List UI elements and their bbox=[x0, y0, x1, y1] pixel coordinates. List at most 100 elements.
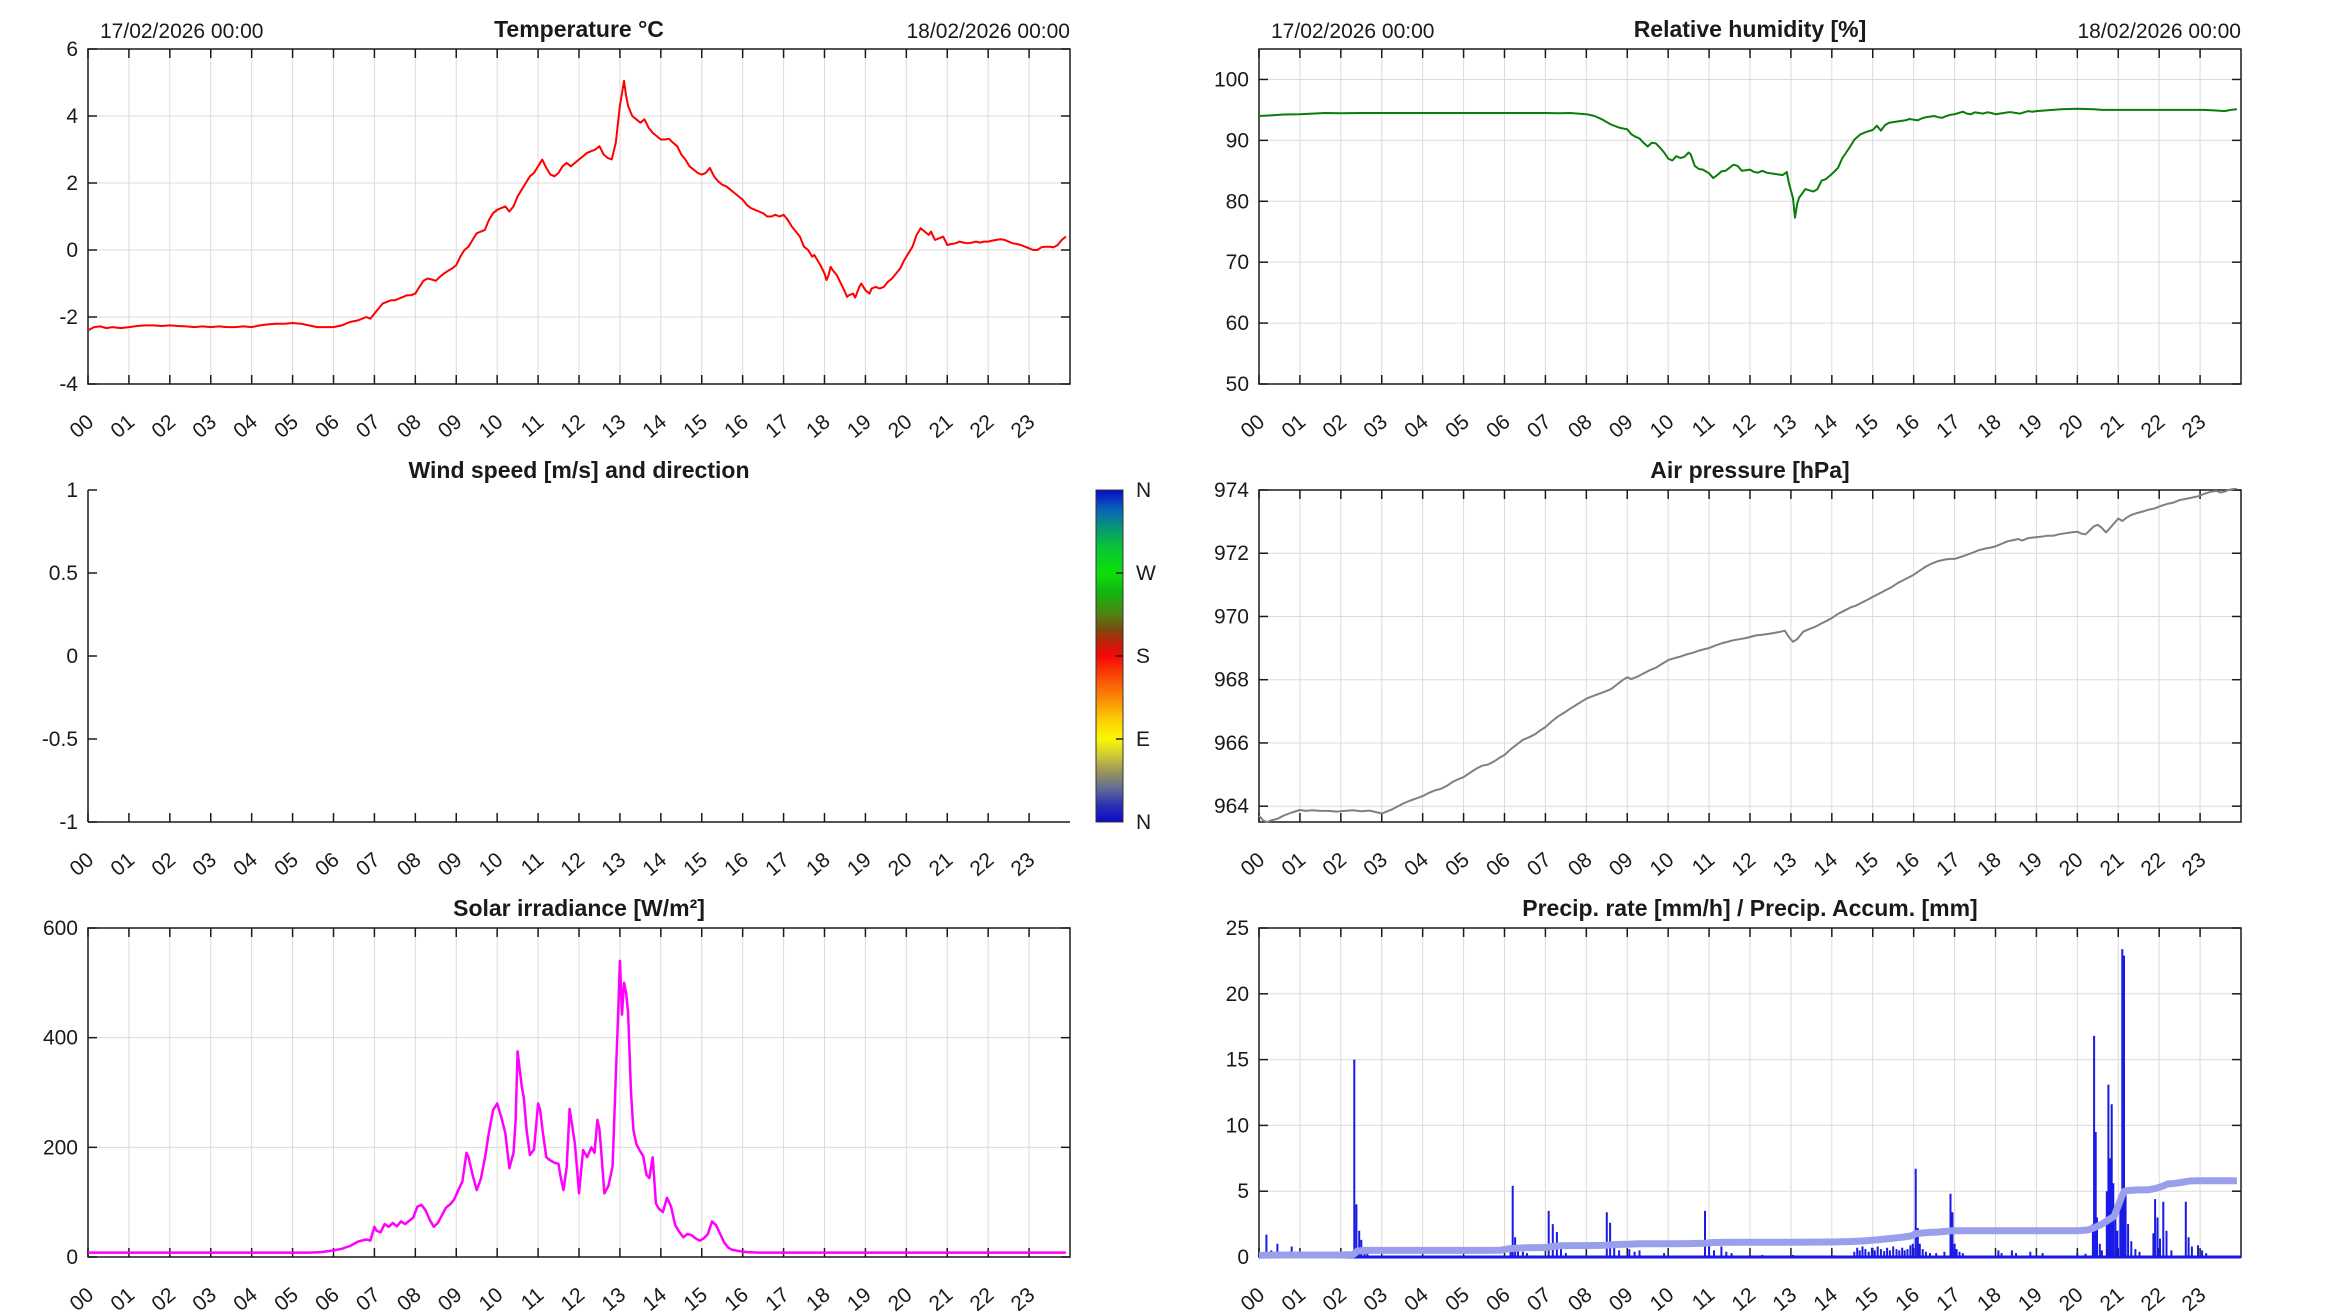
x-tick-label: 02 bbox=[147, 1283, 180, 1313]
y-tick-label: 0 bbox=[66, 645, 78, 668]
x-tick-label: 11 bbox=[1688, 410, 1719, 440]
y-axis-labels: 0 5 10 15 20 25 bbox=[1226, 917, 1249, 1269]
x-tick-label: 11 bbox=[1688, 1283, 1719, 1313]
series-group bbox=[1258, 949, 2241, 1259]
x-tick-label: 23 bbox=[2178, 410, 2211, 440]
x-tick-label: 18 bbox=[802, 410, 835, 440]
x-tick-label: 03 bbox=[188, 848, 221, 877]
y-tick-label: 80 bbox=[1226, 190, 1249, 213]
x-tick-label: 03 bbox=[1359, 1283, 1392, 1313]
x-tick-label: 10 bbox=[1646, 410, 1679, 440]
x-tick-label: 18 bbox=[1973, 848, 2006, 877]
x-tick-label: 04 bbox=[229, 848, 262, 877]
y-tick-label: 25 bbox=[1226, 917, 1249, 940]
x-tick-label: 19 bbox=[843, 848, 876, 877]
x-tick-label: 22 bbox=[2137, 410, 2170, 440]
x-axis-labels: 00 01 02 03 04 05 06 07 08 09 10 11 12 13 14 15 16 17 18 19… bbox=[66, 1283, 1040, 1313]
y-tick-label: 2 bbox=[66, 172, 78, 195]
plot-grid bbox=[88, 49, 1070, 384]
y-axis-labels: -4 -2 0 2 4 6 bbox=[59, 38, 78, 396]
series-group bbox=[87, 79, 1067, 332]
x-axis-labels: 00 01 02 03 04 05 06 07 08 09 10 11 12 13 14 15 16 17 18 19… bbox=[1237, 848, 2211, 877]
x-tick-label: 15 bbox=[679, 1283, 712, 1313]
x-tick-label: 12 bbox=[557, 1283, 590, 1313]
x-tick-label: 23 bbox=[2178, 848, 2211, 877]
x-tick-label: 10 bbox=[475, 1283, 508, 1313]
chart-title: Air pressure [hPa] bbox=[1650, 457, 1849, 483]
x-tick-label: 06 bbox=[1482, 1283, 1515, 1313]
x-tick-label: 00 bbox=[1237, 848, 1270, 877]
x-tick-label: 00 bbox=[1237, 1283, 1270, 1313]
axis-ticks bbox=[87, 927, 1070, 1258]
panel-air-pressure: 00 01 02 03 04 05 06 07 08 09 10 11 12 13 14 15 16 17 18 19… bbox=[1166, 440, 2333, 877]
x-tick-label: 06 bbox=[311, 1283, 344, 1313]
plot-grid bbox=[1259, 490, 2241, 822]
y-tick-label: 966 bbox=[1214, 732, 1249, 755]
plot-grid bbox=[1259, 928, 2241, 1257]
x-tick-label: 11 bbox=[517, 848, 548, 877]
x-axis-labels: 00 01 02 03 04 05 06 07 08 09 10 11 12 13 14 15 16 17 18 19… bbox=[66, 410, 1040, 440]
y-tick-label: 968 bbox=[1214, 669, 1249, 692]
plot-frame bbox=[87, 490, 1070, 823]
x-tick-label: 05 bbox=[270, 848, 303, 877]
x-tick-label: 17 bbox=[761, 1283, 794, 1313]
date-label-right: 18/02/2026 00:00 bbox=[907, 20, 1071, 43]
x-tick-label: 20 bbox=[884, 1283, 917, 1313]
x-tick-label: 12 bbox=[1728, 848, 1761, 877]
x-tick-label: 13 bbox=[1768, 410, 1801, 440]
colorbar-label: S bbox=[1136, 645, 1150, 668]
y-tick-label: 200 bbox=[43, 1136, 78, 1159]
y-tick-label: 15 bbox=[1226, 1049, 1249, 1072]
x-tick-label: 15 bbox=[679, 848, 712, 877]
x-tick-label: 14 bbox=[1809, 1283, 1842, 1313]
x-tick-label: 10 bbox=[1646, 1283, 1679, 1313]
axis-ticks bbox=[87, 48, 1070, 385]
colorbar-label: E bbox=[1136, 728, 1150, 751]
x-axis-labels: 00 01 02 03 04 05 06 07 08 09 10 11 12 13 14 15 16 17 18 19… bbox=[1237, 410, 2211, 440]
x-tick-label: 22 bbox=[966, 848, 999, 877]
x-tick-label: 07 bbox=[352, 848, 385, 877]
x-tick-label: 13 bbox=[597, 1283, 630, 1313]
x-tick-label: 12 bbox=[557, 410, 590, 440]
x-tick-label: 17 bbox=[761, 848, 794, 877]
x-tick-label: 04 bbox=[1400, 410, 1433, 440]
x-tick-label: 00 bbox=[66, 1283, 99, 1313]
y-tick-label: 0 bbox=[66, 1246, 78, 1269]
series-relative-humidity bbox=[1258, 107, 2237, 219]
y-axis-labels: 0 200 400 600 bbox=[43, 917, 78, 1269]
wind-speed-direction-chart: 00 01 02 03 04 05 06 07 08 09 10 11 12 13 14 15 16 17 18 19… bbox=[42, 457, 1156, 877]
y-tick-label: 0 bbox=[1237, 1246, 1249, 1269]
x-tick-label: 07 bbox=[1523, 410, 1556, 440]
x-tick-label: 20 bbox=[884, 410, 917, 440]
x-tick-label: 01 bbox=[106, 1283, 139, 1313]
x-tick-label: 15 bbox=[1850, 1283, 1883, 1313]
x-tick-label: 08 bbox=[1564, 1283, 1597, 1313]
x-tick-label: 10 bbox=[1646, 848, 1679, 877]
x-tick-label: 05 bbox=[270, 410, 303, 440]
x-tick-label: 22 bbox=[2137, 1283, 2170, 1313]
y-tick-label: 100 bbox=[1214, 68, 1249, 91]
precipitation-chart: 00 01 02 03 04 05 06 07 08 09 10 11 12 13 14 15 16 17 18 19… bbox=[1226, 895, 2242, 1313]
x-tick-label: 19 bbox=[2014, 848, 2047, 877]
x-tick-label: 05 bbox=[1441, 848, 1474, 877]
y-tick-label: 5 bbox=[1237, 1180, 1249, 1203]
y-tick-label: 70 bbox=[1226, 251, 1249, 274]
axis-ticks bbox=[1258, 489, 2241, 822]
x-axis-labels: 00 01 02 03 04 05 06 07 08 09 10 11 12 13 14 15 16 17 18 19… bbox=[1237, 1283, 2211, 1313]
panel-temperature: 00 01 02 03 04 05 06 07 08 09 10 11 12 13 14 15 16 17 18 19… bbox=[0, 0, 1166, 440]
x-tick-label: 17 bbox=[761, 410, 794, 440]
x-tick-label: 17 bbox=[1932, 1283, 1965, 1313]
x-tick-label: 09 bbox=[1605, 410, 1638, 440]
x-tick-label: 00 bbox=[66, 410, 99, 440]
x-tick-label: 04 bbox=[229, 1283, 262, 1313]
x-tick-label: 09 bbox=[1605, 1283, 1638, 1313]
x-tick-label: 17 bbox=[1932, 410, 1965, 440]
x-tick-label: 01 bbox=[106, 848, 139, 877]
x-tick-label: 08 bbox=[1564, 848, 1597, 877]
x-tick-label: 12 bbox=[1728, 410, 1761, 440]
x-tick-label: 23 bbox=[1007, 410, 1040, 440]
x-tick-label: 21 bbox=[2096, 848, 2129, 877]
air-pressure-chart: 00 01 02 03 04 05 06 07 08 09 10 11 12 13 14 15 16 17 18 19… bbox=[1214, 457, 2242, 877]
x-tick-label: 06 bbox=[311, 410, 344, 440]
x-tick-label: 18 bbox=[1973, 1283, 2006, 1313]
